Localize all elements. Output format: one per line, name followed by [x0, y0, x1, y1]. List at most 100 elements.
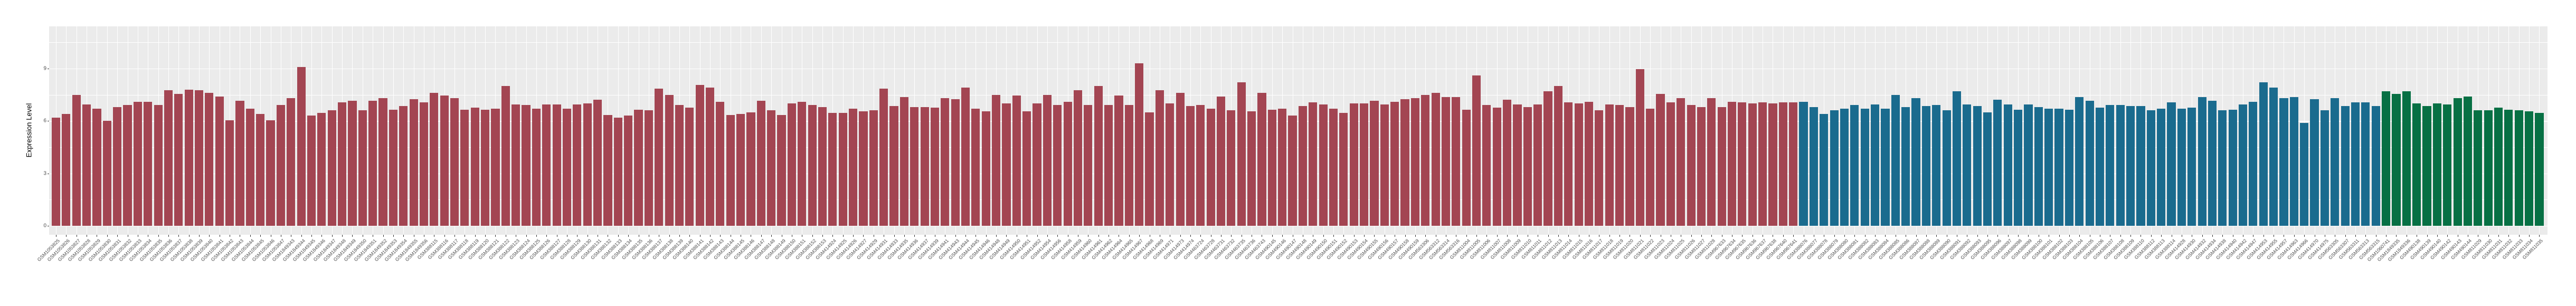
x-tick-mark: [1691, 235, 1692, 237]
bar-GSM490152: [1339, 113, 1348, 226]
bar-GSM388148: [767, 110, 776, 226]
bar-GSM490142: [2443, 104, 2452, 226]
x-tick-mark: [669, 235, 670, 237]
bar-GSM967640: [1778, 102, 1787, 226]
bar-GSM811032: [2504, 109, 2513, 226]
bar-GSM490159: [1410, 98, 1419, 226]
bar-GSM388137: [655, 88, 664, 226]
x-tick-mark: [894, 235, 895, 237]
bar-GSM388122: [501, 85, 510, 226]
bar-GSM414959: [1073, 90, 1083, 226]
bar-GSM414963: [2289, 97, 2298, 226]
bar-GSM811013: [1554, 85, 1562, 226]
x-tick-mark: [1885, 235, 1886, 237]
x-tick-mark: [628, 235, 629, 237]
bar-GSM414967: [1135, 63, 1144, 226]
bar-GSM563315: [2371, 106, 2380, 226]
bar-GSM1053826: [62, 113, 71, 226]
bar-GSM414936: [910, 107, 919, 226]
bar-GSM388153: [818, 107, 827, 226]
x-tick-mark: [1231, 235, 1232, 237]
bar-GSM1849347: [327, 110, 336, 226]
bar-GSM811007: [1492, 108, 1501, 226]
x-tick-mark: [1844, 235, 1845, 237]
bar-GSM388105: [2085, 101, 2094, 226]
bar-GSM1053825: [51, 117, 61, 226]
bar-GSM388106: [2095, 108, 2105, 226]
x-tick-mark: [2212, 235, 2213, 237]
bar-GSM414948: [992, 94, 1001, 226]
bar-GSM414937: [920, 107, 929, 226]
bar-GSM388120: [481, 109, 490, 226]
bar-GSM1053843: [235, 101, 244, 226]
bar-GSM388098: [2014, 109, 2023, 226]
bar-GSM414952: [1033, 103, 1041, 226]
bar-GSM490154: [1359, 103, 1369, 226]
bar-GSM490146: [1278, 109, 1287, 226]
bar-GSM388139: [675, 105, 684, 226]
x-tick-mark: [863, 235, 864, 237]
x-tick-mark: [1486, 235, 1488, 237]
x-tick-mark: [1476, 235, 1478, 237]
x-tick-mark: [1415, 235, 1416, 237]
bar-GSM1849354: [399, 106, 408, 226]
bar-GSM414964: [1114, 95, 1123, 226]
x-tick-mark: [689, 235, 690, 237]
bar-GSM414957: [2279, 98, 2288, 226]
bar-GSM388140: [685, 108, 694, 226]
bar-GSM811022: [1646, 109, 1655, 226]
bar-GSM414934: [2208, 101, 2217, 226]
bar-GSM388101: [2044, 109, 2053, 226]
y-tick-label: 3: [43, 170, 46, 177]
bar-GSM414966: [2300, 122, 2309, 226]
x-tick-mark: [1517, 235, 1518, 237]
bar-GSM490156: [1380, 104, 1389, 226]
bar-GSM1849345: [307, 116, 316, 226]
bar-GSM388078: [1820, 113, 1829, 226]
bar-GSM414944: [961, 88, 970, 226]
bar-GSM811023: [1656, 93, 1665, 226]
bar-GSM414933: [889, 106, 898, 226]
bar-GSM811034: [2525, 111, 2534, 226]
x-tick-mark: [1200, 235, 1201, 237]
x-tick-mark: [2518, 235, 2520, 237]
bar-GSM388136: [644, 110, 653, 226]
bar-GSM388123: [512, 104, 520, 226]
bar-GSM811014: [1564, 102, 1573, 226]
bar-GSM811028: [1707, 98, 1716, 226]
x-tick-mark: [1650, 235, 1651, 237]
bar-GSM388114: [2167, 102, 2176, 226]
bar-GSM388138: [665, 94, 674, 226]
bar-GSM388097: [2003, 104, 2012, 226]
bar-GSM1849336: [2402, 91, 2411, 226]
bar-GSM414971: [1166, 103, 1175, 226]
x-tick-mark: [822, 235, 823, 237]
bar-GSM1053837: [174, 93, 183, 226]
bar-GSM414924: [828, 113, 837, 226]
x-tick-mark: [996, 235, 997, 237]
bar-GSM388152: [808, 105, 817, 226]
bar-GSM811004: [1462, 109, 1471, 226]
bar-GSM414930: [2187, 108, 2196, 226]
bar-GSM811009: [1513, 104, 1522, 226]
x-tick-mark: [1977, 235, 1978, 237]
bar-GSM490157: [1390, 101, 1399, 226]
bar-GSM414926: [848, 109, 858, 226]
bar-GSM388141: [695, 85, 704, 226]
bar-GSM388129: [573, 104, 582, 226]
y-tick-label: 9: [43, 65, 46, 72]
bar-GSM1053827: [72, 94, 81, 226]
x-tick-mark: [178, 235, 179, 237]
bar-GSM490139: [2422, 106, 2431, 226]
bar-GSM414951: [1022, 111, 1031, 226]
x-tick-mark: [710, 235, 711, 237]
x-tick-mark: [1916, 235, 1917, 237]
bar-GSM388077: [1809, 107, 1818, 226]
x-tick-mark: [2529, 235, 2530, 237]
bar-GSM490155: [1370, 101, 1379, 226]
bar-GSM414961: [1094, 85, 1103, 226]
bar-GSM967635: [1738, 102, 1747, 226]
x-tick-mark: [454, 235, 456, 237]
x-tick-mark: [2059, 235, 2060, 237]
bar-GSM811027: [1697, 107, 1706, 226]
